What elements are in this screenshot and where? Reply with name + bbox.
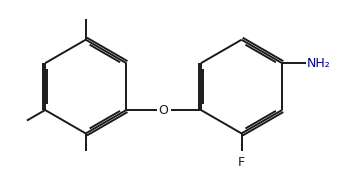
Text: NH₂: NH₂: [307, 57, 331, 70]
Text: F: F: [238, 156, 245, 169]
Text: O: O: [159, 103, 169, 116]
